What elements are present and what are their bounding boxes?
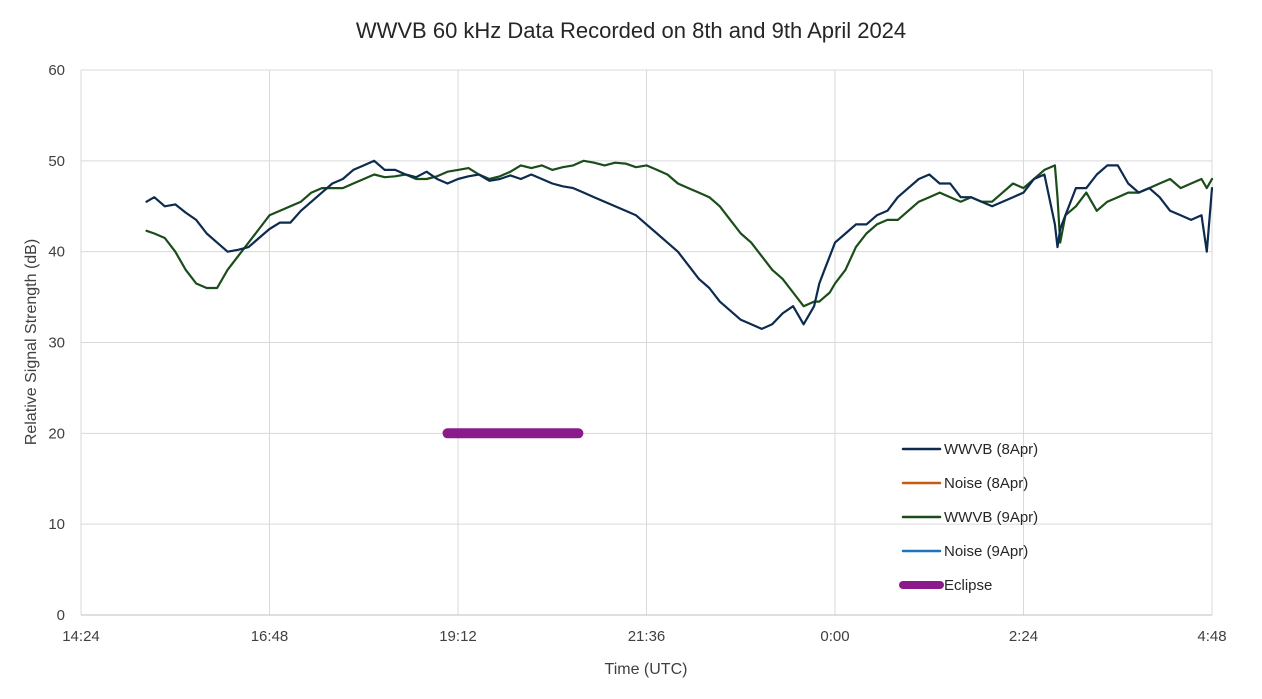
legend-label-eclipse: Eclipse — [944, 577, 992, 594]
legend-label-wwvb-9apr: WWVB (9Apr) — [944, 509, 1038, 526]
x-tick-label: 14:24 — [62, 628, 100, 645]
x-tick-label: 21:36 — [628, 628, 666, 645]
y-tick-label: 60 — [48, 62, 65, 79]
y-tick-label: 0 — [57, 607, 65, 624]
legend: WWVB (8Apr) Noise (8Apr) WWVB (9Apr) Noise … — [899, 441, 1038, 594]
y-tick-label: 50 — [48, 153, 65, 170]
x-tick-label: 16:48 — [251, 628, 289, 645]
legend-label-noise-8apr: Noise (8Apr) — [944, 475, 1028, 492]
chart-title: WWVB 60 kHz Data Recorded on 8th and 9th… — [356, 18, 906, 43]
x-tick-label: 4:48 — [1197, 628, 1226, 645]
x-tick-label: 0:00 — [820, 628, 849, 645]
x-axis-label: Time (UTC) — [605, 661, 688, 678]
axes: 0 10 20 30 40 50 60 14:24 16:48 19:12 21:36 0:00 2:2… — [48, 62, 1226, 645]
y-tick-label: 10 — [48, 516, 65, 533]
series-layer — [145, 159, 1214, 439]
x-tick-label: 19:12 — [439, 628, 477, 645]
y-tick-label: 40 — [48, 244, 65, 261]
y-axis-label: Relative Signal Strength (dB) — [23, 239, 40, 445]
grid — [80, 69, 1213, 615]
series-line-wwvb-8apr — [145, 159, 1214, 330]
y-tick-label: 20 — [48, 425, 65, 442]
series-line-wwvb-9apr — [145, 159, 1214, 308]
legend-label-noise-9apr: Noise (9Apr) — [944, 543, 1028, 560]
x-tick-label: 2:24 — [1009, 628, 1038, 645]
y-tick-label: 30 — [48, 335, 65, 352]
legend-label-wwvb-8apr: WWVB (8Apr) — [944, 441, 1038, 458]
